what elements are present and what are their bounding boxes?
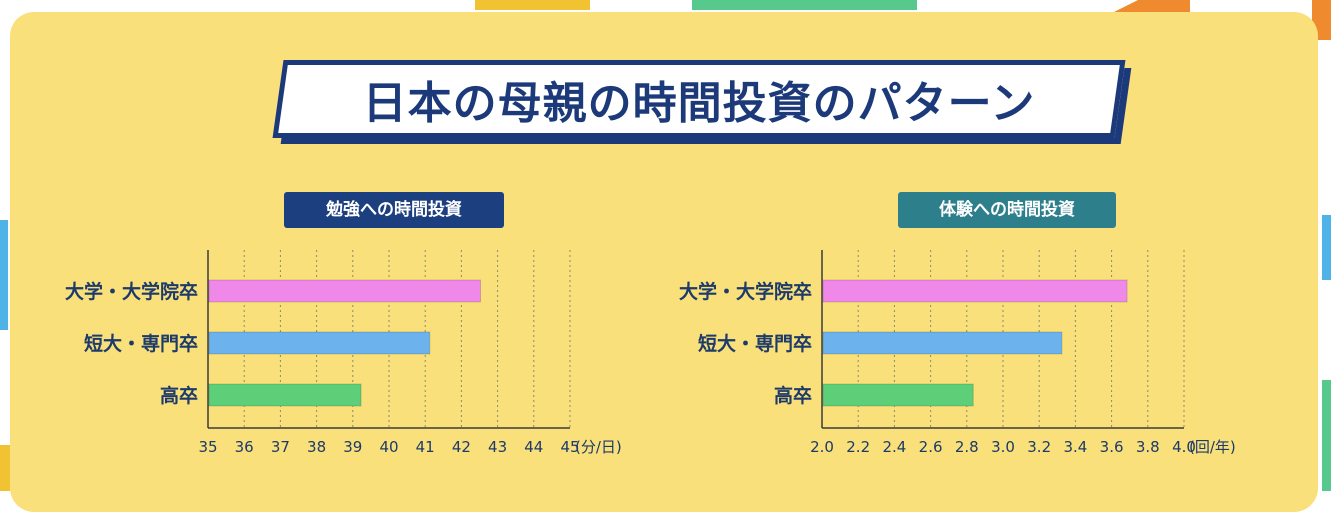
experience-tick-label: 2.0 xyxy=(810,438,834,456)
study-x-unit: (分/日) xyxy=(575,438,622,456)
experience-tick-label: 3.8 xyxy=(1136,438,1160,456)
study-category-label: 大学・大学院卒 xyxy=(65,280,198,303)
experience-tick-label: 3.2 xyxy=(1027,438,1051,456)
study-tick-label: 38 xyxy=(307,438,326,456)
experience-tick-label: 3.6 xyxy=(1100,438,1124,456)
chart-title-experience: 体験への時間投資 xyxy=(898,192,1116,228)
study-bar xyxy=(208,279,481,303)
decor-top-green xyxy=(692,0,917,10)
study-category-label: 高卒 xyxy=(160,384,198,407)
experience-x-unit: (回/年) xyxy=(1189,438,1236,456)
study-tick-label: 41 xyxy=(416,438,435,456)
study-bar xyxy=(208,331,431,355)
study-tick-label: 45 xyxy=(560,438,579,456)
experience-bar xyxy=(822,383,974,407)
experience-category-label: 高卒 xyxy=(774,384,812,407)
chart-title-study: 勉強への時間投資 xyxy=(284,192,504,228)
experience-tick-label: 3.0 xyxy=(991,438,1015,456)
study-bar xyxy=(208,383,362,407)
experience-tick-label: 4.0 xyxy=(1172,438,1196,456)
decor-right-green xyxy=(1322,380,1331,491)
decor-top-yellow xyxy=(475,0,590,10)
decor-right-blue xyxy=(1322,215,1331,280)
experience-tick-label: 2.6 xyxy=(919,438,943,456)
study-tick-label: 37 xyxy=(271,438,290,456)
study-tick-label: 43 xyxy=(488,438,507,456)
experience-bar xyxy=(822,279,1128,303)
experience-category-label: 大学・大学院卒 xyxy=(679,280,812,303)
experience-bar xyxy=(822,331,1063,355)
experience-tick-label: 2.8 xyxy=(955,438,979,456)
study-tick-label: 44 xyxy=(524,438,543,456)
study-tick-label: 40 xyxy=(379,438,398,456)
experience-tick-label: 3.4 xyxy=(1063,438,1087,456)
study-tick-label: 39 xyxy=(343,438,362,456)
study-tick-label: 35 xyxy=(198,438,217,456)
study-tick-label: 36 xyxy=(235,438,254,456)
experience-tick-label: 2.2 xyxy=(846,438,870,456)
experience-category-label: 短大・専門卒 xyxy=(698,332,812,355)
experience-tick-label: 2.4 xyxy=(882,438,906,456)
study-category-label: 短大・専門卒 xyxy=(84,332,198,355)
page-title: 日本の母親の時間投資のパターン xyxy=(362,78,1036,129)
decor-left-blue xyxy=(0,220,8,330)
title-banner: 日本の母親の時間投資のパターン xyxy=(272,60,1132,144)
study-tick-label: 42 xyxy=(452,438,471,456)
decor-left-yellow xyxy=(0,445,10,491)
